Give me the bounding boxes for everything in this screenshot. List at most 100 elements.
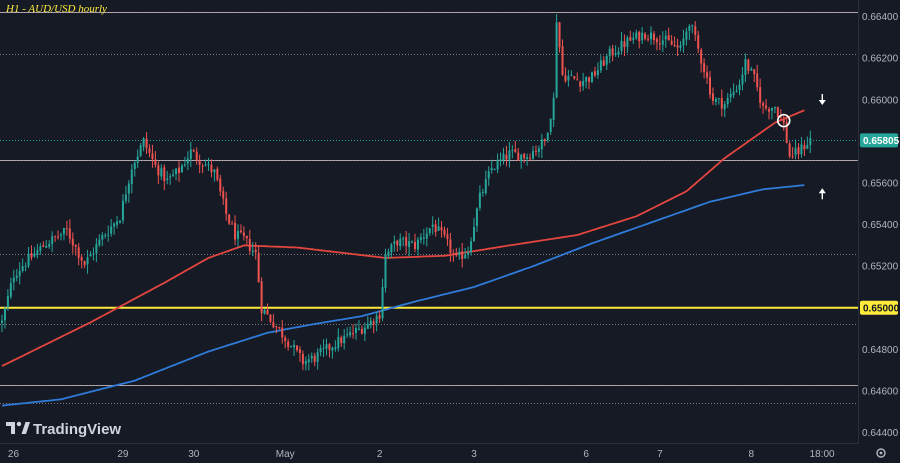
candle-body <box>48 244 51 247</box>
candle-body <box>620 40 623 51</box>
candle-body <box>293 344 296 348</box>
candle-body <box>635 32 638 39</box>
candle-body <box>478 192 481 208</box>
candle-body <box>405 237 408 246</box>
arrow-up-icon <box>818 188 826 200</box>
key-level-badge-text: 0.65000 <box>863 303 900 314</box>
candle-body <box>632 37 635 41</box>
markers <box>776 93 826 200</box>
candle-body <box>585 76 588 82</box>
y-tick-label: 0.64400 <box>862 428 899 439</box>
candle-body <box>296 345 298 351</box>
candle-body <box>101 235 104 240</box>
candle-body <box>121 200 124 221</box>
candle-body <box>658 43 661 45</box>
gear-icon[interactable] <box>876 448 886 458</box>
candle-body <box>290 346 293 348</box>
candle-body <box>172 174 175 177</box>
candle-body <box>234 222 237 240</box>
candle-body <box>175 168 178 175</box>
candle-body <box>195 151 198 160</box>
candle-body <box>231 223 234 225</box>
candle-body <box>148 148 151 154</box>
candle-body <box>431 224 434 227</box>
candle-body <box>136 156 139 163</box>
candle-body <box>68 228 71 239</box>
candle-body <box>210 164 213 173</box>
x-tick-label: 18:00 <box>810 449 835 460</box>
y-tick-label: 0.65600 <box>862 179 899 190</box>
candle-body <box>160 168 163 177</box>
tradingview-logo-icon <box>6 421 30 434</box>
candle-body <box>77 247 80 258</box>
candle-body <box>617 51 620 55</box>
candle-body <box>301 353 304 365</box>
candle-body <box>564 75 567 82</box>
candle-body <box>458 251 461 256</box>
x-tick-label: May <box>276 449 295 460</box>
candle-body <box>325 344 328 349</box>
candle-body <box>390 244 393 253</box>
candle-body <box>529 157 532 159</box>
candle-body <box>334 347 337 350</box>
candle-body <box>328 344 331 350</box>
candle-body <box>124 194 127 201</box>
candle-body <box>470 241 473 253</box>
candle-body <box>549 118 552 132</box>
candle-body <box>378 314 381 319</box>
candle-body <box>127 183 130 194</box>
candle-body <box>576 79 579 81</box>
x-axis-ticks: 26 29 30 May 2 3 6 7 8 18:00 <box>8 449 835 460</box>
current-price-badge: 0.65805 <box>860 133 900 148</box>
candle-body <box>54 235 57 237</box>
candle-body <box>611 48 614 56</box>
candle-body <box>800 144 803 155</box>
key-level-badge-bg <box>860 300 898 315</box>
candle-body <box>803 145 806 150</box>
candle-body <box>399 238 402 247</box>
candle-body <box>12 277 15 283</box>
candle-body <box>319 348 322 353</box>
candle-body <box>443 229 446 235</box>
tradingview-logo[interactable]: TradingView <box>6 421 121 438</box>
candle-body <box>239 230 242 233</box>
candle-body <box>652 33 655 41</box>
candle-body <box>113 223 116 227</box>
candle-body <box>36 250 39 255</box>
candle-body <box>275 326 278 328</box>
candle-body <box>6 296 9 308</box>
candle-body <box>21 266 24 271</box>
ma-fast-line <box>1 109 805 367</box>
candle-body <box>735 90 738 92</box>
y-tick-label: 0.65200 <box>862 262 899 273</box>
candle-body <box>647 38 650 40</box>
candle-body <box>322 347 325 349</box>
candle-body <box>269 314 272 322</box>
candle-body <box>682 38 685 46</box>
candle-body <box>316 352 319 362</box>
candle-body <box>703 63 706 73</box>
x-tick-label: 8 <box>749 449 755 460</box>
candle-body <box>791 155 794 157</box>
candle-body <box>505 154 508 160</box>
candle-body <box>756 73 759 88</box>
candle-body <box>198 160 201 165</box>
arrow-head <box>818 99 826 105</box>
candle-body <box>151 153 154 160</box>
candle-body <box>116 221 119 225</box>
candle-body <box>357 328 360 330</box>
candle-body <box>340 337 343 344</box>
candle-body <box>493 169 496 171</box>
candle-body <box>402 238 405 240</box>
candle-body <box>455 252 458 256</box>
candle-body <box>685 31 688 40</box>
candle-body <box>163 167 166 182</box>
candle-body <box>251 250 254 252</box>
candle-body <box>738 84 741 90</box>
candle-body <box>555 22 558 98</box>
candle-body <box>166 178 169 180</box>
candle-body <box>257 252 260 283</box>
